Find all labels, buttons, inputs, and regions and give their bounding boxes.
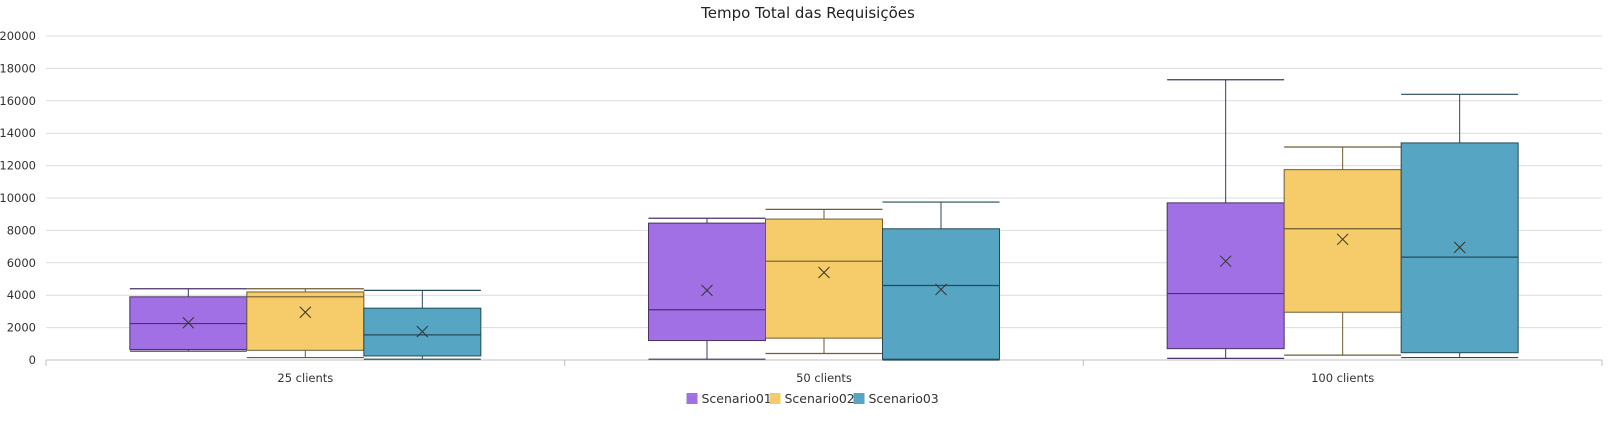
box-scenario01-2 [1166,79,1285,359]
x-category-label: 100 clients [1311,371,1374,385]
box-scenario02-1 [765,208,883,355]
x-category-label: 50 clients [796,371,852,385]
mean-marker [416,325,429,338]
legend-label: Scenario01 [702,391,772,406]
mean-marker [1336,233,1349,246]
y-tick-label: 4000 [7,288,36,302]
box-body [1283,169,1402,313]
box-body [765,218,883,339]
box-scenario02-2 [1283,146,1402,356]
y-tick-label: 12000 [0,159,36,173]
x-category-label: 25 clients [277,371,333,385]
box-body [1166,202,1285,350]
box-series [129,79,1519,361]
box-body [882,228,1000,360]
mean-marker [1219,255,1232,268]
y-tick-label: 20000 [0,29,36,43]
y-tick-label: 14000 [0,126,36,140]
legend-label: Scenario02 [785,391,855,406]
legend-swatch [686,393,698,404]
mean-marker [1453,241,1466,254]
y-tick-label: 6000 [7,256,36,270]
legend-swatch [769,393,781,404]
legend-item-scenario01[interactable]: Scenario01 [686,391,772,406]
box-scenario03-2 [1400,93,1519,359]
mean-marker [935,283,947,296]
y-tick-label: 10000 [0,191,36,205]
y-tick-label: 0 [29,353,36,367]
box-scenario01-1 [648,217,766,360]
chart-title: Tempo Total das Requisições [700,4,915,22]
box-scenario03-1 [882,201,1000,361]
mean-marker [701,284,713,297]
y-tick-label: 2000 [7,321,36,335]
y-tick-label: 16000 [0,94,36,108]
legend: Scenario01 Scenario02 Scenario03 [686,391,939,406]
mean-marker [182,316,195,329]
x-axis [45,359,1603,366]
box-body [648,222,766,342]
legend-item-scenario02[interactable]: Scenario02 [769,391,855,406]
x-axis-category-labels: 25 clients 50 clients 100 clients [277,371,1374,385]
legend-item-scenario03[interactable]: Scenario03 [853,391,939,406]
box-scenario03-0 [363,289,482,360]
box-scenario01-0 [129,288,248,352]
box-scenario02-0 [246,288,365,359]
mean-marker [818,266,830,279]
legend-label: Scenario03 [869,391,939,406]
box-body [246,291,365,351]
mean-marker [299,306,312,319]
legend-swatch [853,393,865,404]
y-axis-tick-labels: 0 2000 4000 6000 8000 10000 12000 14000 16000 180… [0,29,36,367]
y-tick-label: 18000 [0,61,36,75]
y-tick-label: 8000 [7,223,36,237]
